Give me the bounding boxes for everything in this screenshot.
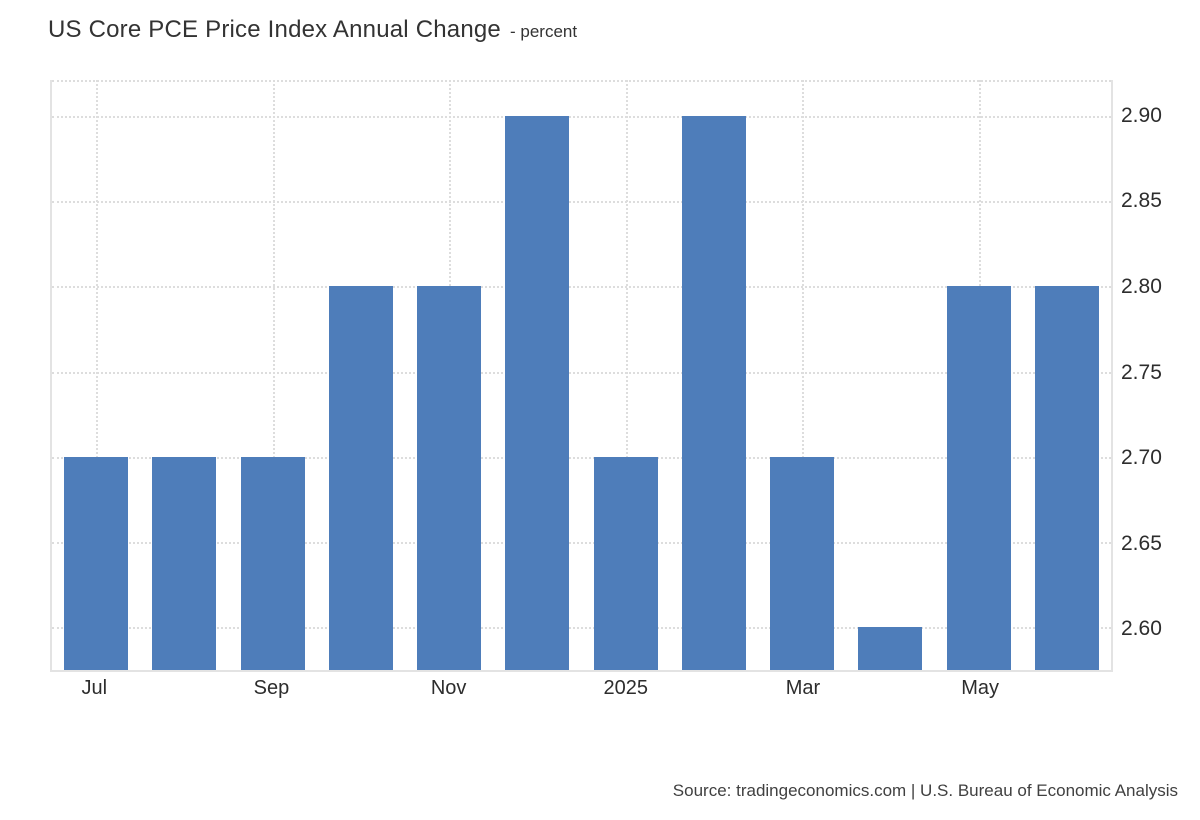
gridline-horizontal — [52, 80, 1111, 82]
y-tick-label: 2.90 — [1121, 103, 1162, 127]
chart-subtitle: - percent — [509, 22, 578, 41]
x-tick-label: Sep — [253, 677, 290, 699]
y-tick-label: 2.65 — [1121, 531, 1162, 555]
y-tick-label: 2.80 — [1121, 275, 1162, 299]
gridline-horizontal — [52, 371, 1111, 374]
y-tick-label: 2.75 — [1121, 360, 1162, 384]
bar-aug[interactable] — [152, 456, 217, 670]
bar-dec[interactable] — [505, 115, 570, 670]
bar-feb[interactable] — [681, 115, 746, 670]
bar-oct[interactable] — [328, 286, 393, 670]
x-tick-label: 2025 — [603, 677, 649, 699]
bar-may[interactable] — [946, 286, 1011, 670]
gridline-vertical — [625, 80, 628, 670]
chart-title: US Core PCE Price Index Annual Change — [48, 16, 501, 43]
x-axis-labels: Jul Sep Nov 2025 Mar May — [50, 677, 1113, 707]
y-tick-label: 2.60 — [1121, 617, 1162, 641]
bar-jan[interactable] — [593, 456, 658, 670]
gridline-vertical — [272, 80, 275, 670]
x-tick-label: May — [961, 677, 1000, 699]
plot-area — [50, 80, 1113, 672]
bar-sep[interactable] — [240, 456, 305, 670]
gridline-vertical — [802, 80, 805, 670]
gridline-horizontal — [52, 286, 1111, 289]
gridline-vertical — [96, 80, 99, 670]
gridline-horizontal — [52, 115, 1111, 118]
bar-mar[interactable] — [770, 456, 835, 670]
gridline-horizontal — [52, 201, 1111, 204]
bar-nov[interactable] — [417, 286, 482, 670]
x-tick-label: Nov — [430, 677, 467, 699]
bar-jul[interactable] — [64, 456, 129, 670]
y-tick-label: 2.85 — [1121, 189, 1162, 213]
gridline-horizontal — [52, 542, 1111, 545]
chart-title-block: US Core PCE Price Index Annual Change - … — [48, 16, 577, 44]
x-tick-label: Mar — [785, 677, 821, 699]
bar-jun[interactable] — [1034, 286, 1099, 670]
y-tick-label: 2.70 — [1121, 446, 1162, 470]
x-tick-label: Jul — [81, 677, 108, 699]
gridline-horizontal — [52, 456, 1111, 459]
bar-apr[interactable] — [858, 627, 923, 670]
y-axis-labels: 2.90 2.85 2.80 2.75 2.70 2.65 2.60 — [1121, 80, 1196, 672]
gridline-horizontal — [52, 627, 1111, 630]
source-attribution: Source: tradingeconomics.com | U.S. Bure… — [672, 781, 1178, 800]
